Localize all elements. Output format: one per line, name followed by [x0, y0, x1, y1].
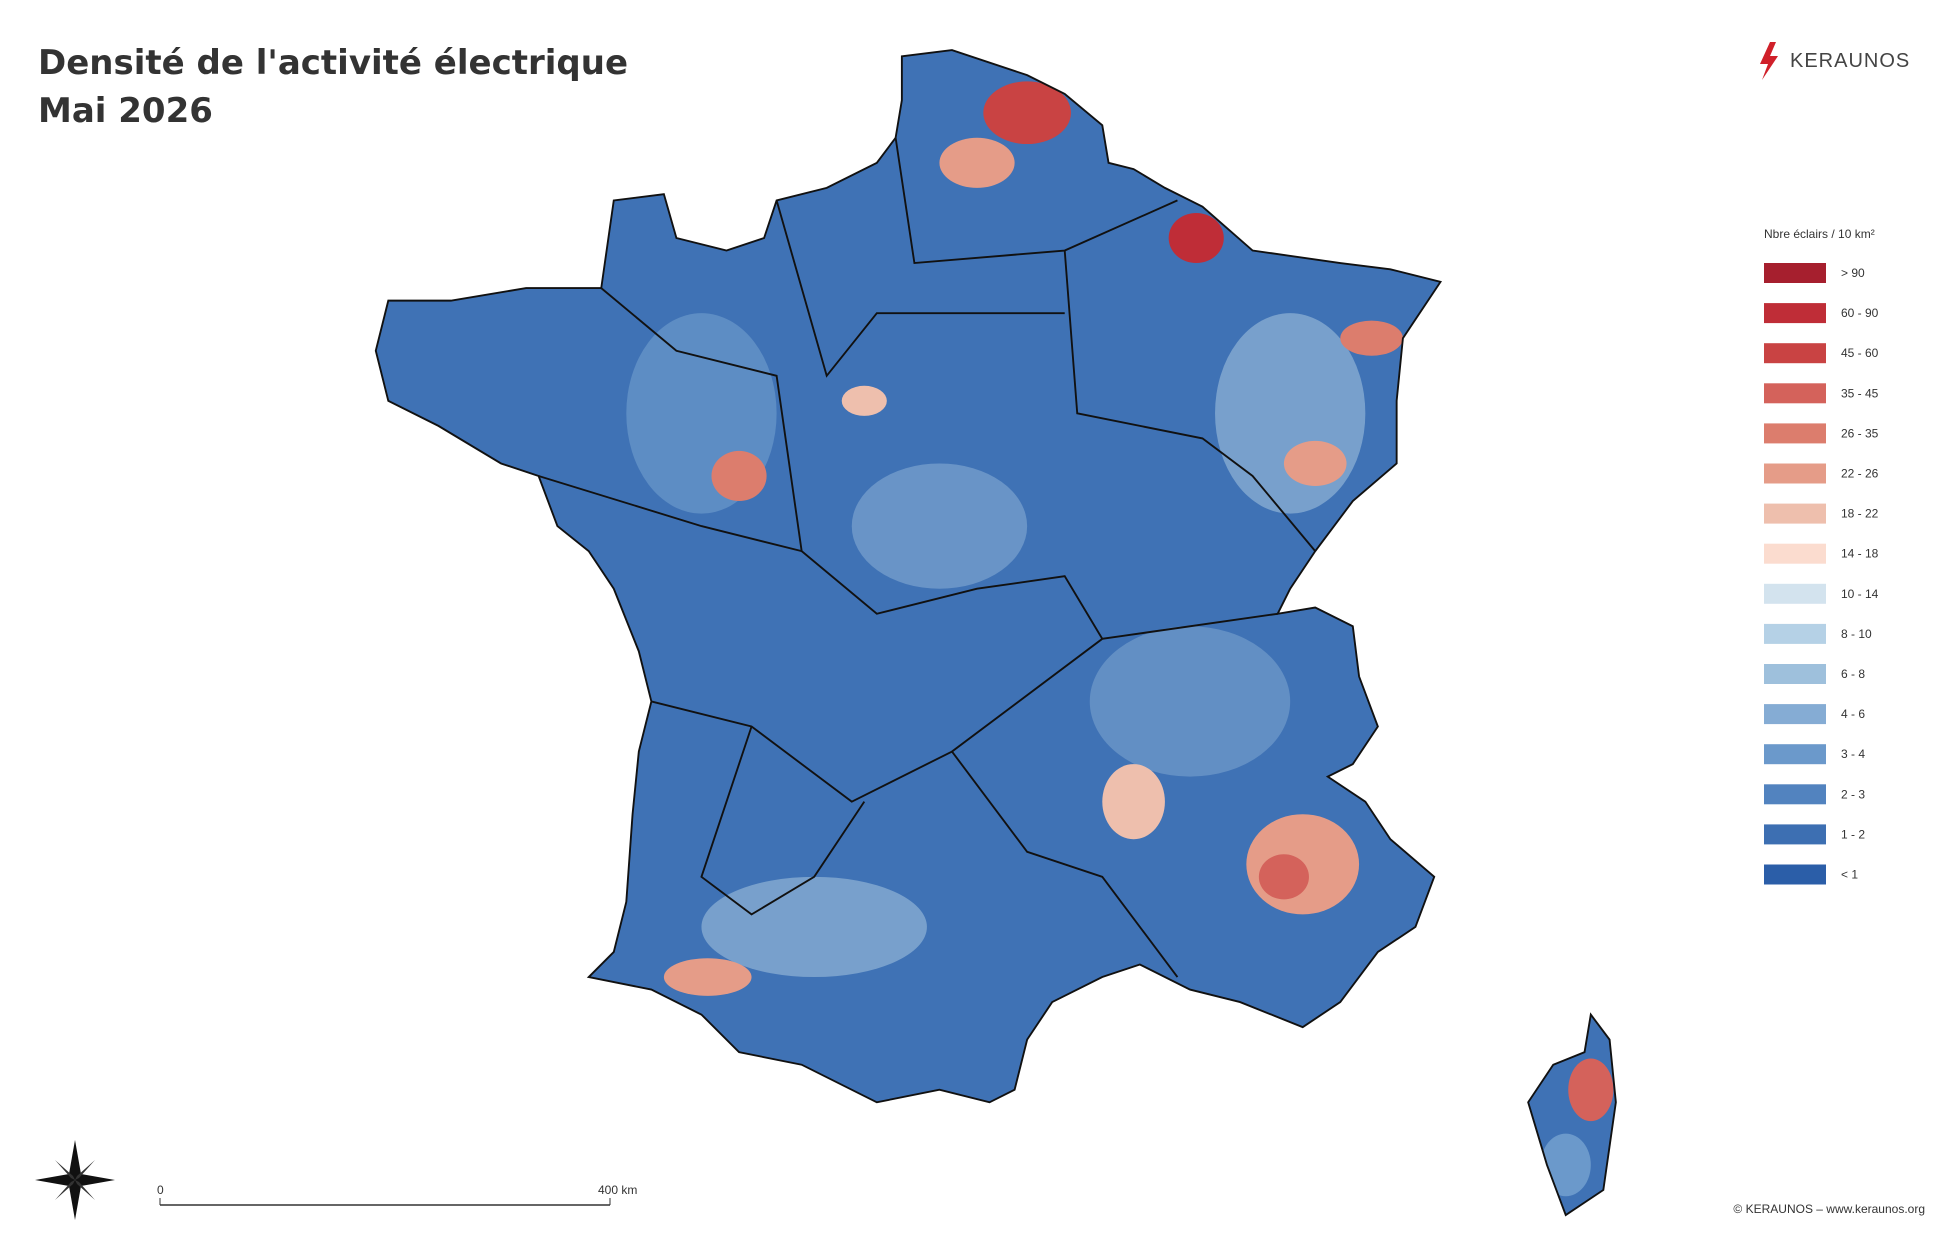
legend-swatch	[1764, 824, 1826, 845]
legend-swatch	[1764, 864, 1826, 885]
title-line1: Densité de l'activité électrique	[38, 43, 628, 83]
legend-label: 35 - 45	[1841, 386, 1879, 400]
legend-label: < 1	[1841, 868, 1858, 882]
legend-swatch	[1764, 543, 1826, 564]
legend-label: 10 - 14	[1841, 587, 1879, 601]
legend-label: 4 - 6	[1841, 707, 1865, 721]
legend-label: 8 - 10	[1841, 627, 1872, 641]
legend-label: 3 - 4	[1841, 747, 1865, 761]
legend-title: Nbre éclairs / 10 km²	[1764, 227, 1875, 241]
scale-start: 0	[157, 1183, 164, 1197]
legend-swatch	[1764, 423, 1826, 444]
logo-text: KERAUNOS	[1790, 50, 1910, 72]
legend-swatch	[1764, 664, 1826, 684]
legend-swatch	[1764, 583, 1826, 604]
legend: Nbre éclairs / 10 km² > 90 60 - 90 45 - 60…	[1764, 227, 1879, 885]
title-line2: Mai 2026	[38, 91, 213, 131]
legend-swatch	[1764, 383, 1826, 404]
legend-swatch	[1764, 623, 1826, 644]
legend-label: 45 - 60	[1841, 346, 1879, 360]
legend-label: 60 - 90	[1841, 306, 1879, 320]
scale-bar: 0 400 km	[157, 1183, 637, 1206]
legend-swatch	[1764, 303, 1826, 324]
legend-swatch	[1764, 263, 1826, 283]
logo: KERAUNOS	[1760, 42, 1910, 80]
scale-end: 400 km	[598, 1183, 637, 1197]
legend-swatch	[1764, 463, 1826, 484]
legend-swatch	[1764, 784, 1826, 805]
legend-label: > 90	[1841, 266, 1865, 280]
logo-bolt	[1760, 42, 1778, 80]
legend-label: 18 - 22	[1841, 507, 1879, 521]
legend-swatch	[1764, 744, 1826, 765]
legend-label: 1 - 2	[1841, 827, 1865, 841]
map	[374, 49, 1617, 1217]
legend-swatch	[1764, 704, 1826, 725]
legend-label: 14 - 18	[1841, 547, 1879, 561]
legend-label: 2 - 3	[1841, 787, 1865, 801]
legend-swatch	[1764, 343, 1826, 364]
compass	[35, 1140, 115, 1220]
legend-label: 22 - 26	[1841, 467, 1879, 481]
copyright: © KERAUNOS – www.keraunos.org	[1733, 1202, 1925, 1216]
legend-label: 26 - 35	[1841, 426, 1879, 440]
legend-swatch	[1764, 503, 1826, 524]
legend-label: 6 - 8	[1841, 667, 1865, 681]
